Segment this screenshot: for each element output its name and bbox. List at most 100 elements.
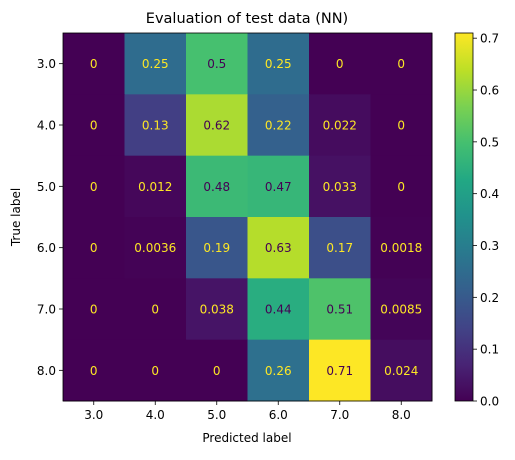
colorbar-ticks: 0.0 0.1 0.2 0.3 0.4 0.5 0.6 0.7: [473, 32, 499, 409]
heatmap-cell: [247, 217, 310, 279]
cell-value-label: 0: [90, 364, 98, 378]
cell-value-label: 0.13: [142, 119, 169, 133]
cell-value-label: 0: [151, 303, 159, 317]
cell-value-label: 0: [151, 364, 159, 378]
heatmap-cell: [370, 33, 433, 95]
heatmap-cell: [309, 339, 371, 402]
cell-value-label: 0: [336, 57, 344, 71]
heatmap-cell: [186, 33, 248, 95]
heatmap-cell: [124, 217, 187, 279]
heatmap-cell: [370, 217, 433, 279]
colorbar-tick-label: 0.4: [480, 187, 499, 201]
cell-value-label: 0.51: [326, 303, 353, 317]
heatmap-cell: [370, 339, 433, 402]
heatmap-cell: [247, 94, 310, 157]
y-axis-ticks: 3.0 4.0 5.0 6.0 7.0 8.0: [37, 57, 63, 378]
y-tick-label: 7.0: [37, 303, 56, 317]
cell-value-label: 0: [90, 180, 98, 194]
cell-value-label: 0: [213, 364, 221, 378]
plot-frame: [62, 32, 433, 402]
heatmap-cell: [124, 339, 187, 402]
cell-value-label: 0.22: [265, 119, 292, 133]
y-tick-label: 3.0: [37, 57, 56, 71]
chart-title: Evaluation of test data (NN): [146, 11, 348, 27]
heatmap-cell: [63, 33, 125, 95]
cell-value-label: 0.0018: [380, 241, 422, 255]
cell-value-label: 0.48: [203, 180, 230, 194]
heatmap-cell: [309, 94, 371, 157]
heatmap-cell: [124, 155, 187, 218]
cell-value-label: 0: [90, 57, 98, 71]
heatmap-cell: [186, 339, 248, 402]
heatmap-cell: [186, 217, 248, 279]
heatmap-cells: [63, 33, 433, 402]
heatmap-cell: [309, 155, 371, 218]
colorbar-tick-label: 0.7: [480, 32, 499, 46]
colorbar-tick-label: 0.2: [480, 291, 499, 305]
cell-value-label: 0: [397, 57, 405, 71]
x-tick-label: 6.0: [269, 408, 288, 422]
cell-value-label: 0.62: [203, 119, 230, 133]
colorbar-tick-label: 0.0: [480, 395, 499, 409]
colorbar-tick-label: 0.6: [480, 84, 499, 98]
cell-value-label: 0.012: [138, 180, 172, 194]
x-axis-label: Predicted label: [202, 431, 291, 445]
cell-value-label: 0.47: [265, 180, 292, 194]
x-tick-label: 7.0: [330, 408, 349, 422]
x-tick-label: 4.0: [146, 408, 165, 422]
heatmap-cell: [63, 339, 125, 402]
y-axis-label: True label: [9, 188, 23, 247]
heatmap-cell: [186, 278, 248, 341]
cell-value-label: 0: [397, 180, 405, 194]
y-tick-label: 4.0: [37, 119, 56, 133]
heatmap-cell: [124, 94, 187, 157]
colorbar-tick-label: 0.1: [480, 343, 499, 357]
colorbar-tick-label: 0.5: [480, 135, 499, 149]
heatmap-cell: [370, 278, 433, 341]
heatmap-cell: [309, 217, 371, 279]
heatmap-cell: [63, 155, 125, 218]
x-tick-label: 3.0: [84, 408, 103, 422]
cell-value-label: 0.5: [207, 57, 226, 71]
heatmap-cell: [370, 94, 433, 157]
heatmap-cell: [247, 155, 310, 218]
heatmap-cell: [63, 278, 125, 341]
cell-value-label: 0: [397, 119, 405, 133]
heatmap-cell: [124, 278, 187, 341]
heatmap-cell: [247, 278, 310, 341]
x-axis-ticks: 3.0 4.0 5.0 6.0 7.0 8.0: [84, 401, 411, 422]
cell-value-label: 0.0085: [380, 303, 422, 317]
cell-value-label: 0: [90, 119, 98, 133]
cell-value-label: 0.44: [265, 303, 292, 317]
cell-value-label: 0.63: [265, 241, 292, 255]
heatmap-cell: [247, 33, 310, 95]
cell-value-label: 0.024: [384, 364, 418, 378]
cell-value-label: 0.71: [326, 364, 353, 378]
x-tick-label: 8.0: [392, 408, 411, 422]
heatmap-cell: [186, 94, 248, 157]
cell-value-label: 0.17: [326, 241, 353, 255]
y-tick-label: 6.0: [37, 241, 56, 255]
heatmap-cell: [309, 278, 371, 341]
heatmap-cell: [309, 33, 371, 95]
colorbar-tick-label: 0.3: [480, 239, 499, 253]
cell-value-label: 0.26: [265, 364, 292, 378]
cell-value-label: 0.038: [200, 303, 234, 317]
y-tick-label: 8.0: [37, 364, 56, 378]
cell-value-label: 0.25: [142, 57, 169, 71]
cell-value-label: 0.0036: [134, 241, 176, 255]
heatmap-cell: [370, 155, 433, 218]
cell-value-label: 0.022: [323, 119, 357, 133]
cell-value-label: 0.25: [265, 57, 292, 71]
heatmap-cell: [63, 217, 125, 279]
heatmap-cell-labels: 0 0.25 0.5 0.25 0 0 0 0.13 0.62 0.22 0.022 0 0 0.012 0…: [90, 57, 422, 378]
heatmap-cell: [63, 94, 125, 157]
heatmap-cell: [124, 33, 187, 95]
x-tick-label: 5.0: [207, 408, 226, 422]
heatmap-cell: [186, 155, 248, 218]
cell-value-label: 0.19: [203, 241, 230, 255]
colorbar: [454, 32, 474, 402]
cell-value-label: 0: [90, 303, 98, 317]
